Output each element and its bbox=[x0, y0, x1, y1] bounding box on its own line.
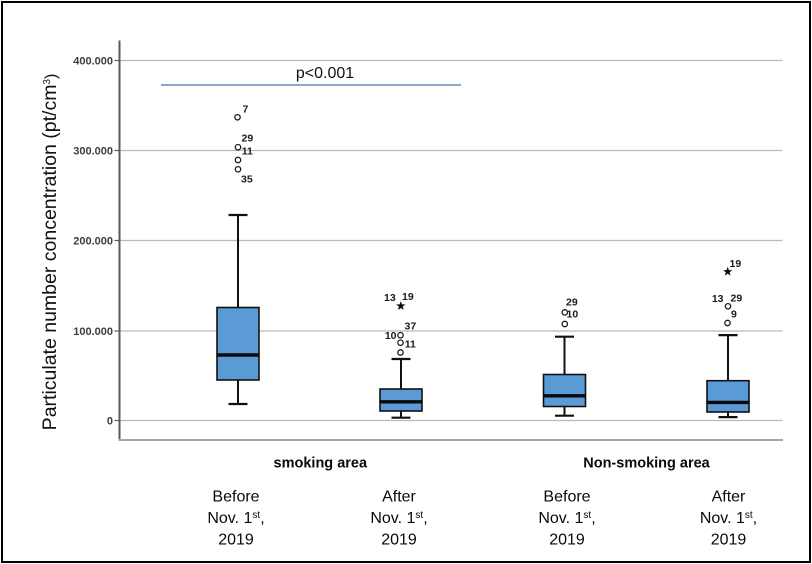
svg-text:Non-smoking area: Non-smoking area bbox=[583, 456, 710, 472]
svg-text:10: 10 bbox=[385, 330, 397, 342]
svg-text:Nov. 1st,: Nov. 1st, bbox=[700, 510, 757, 527]
svg-text:Before: Before bbox=[543, 489, 590, 506]
svg-text:2019: 2019 bbox=[549, 532, 585, 549]
svg-text:400.000: 400.000 bbox=[73, 56, 113, 68]
svg-text:100.000: 100.000 bbox=[73, 326, 113, 338]
svg-text:Particulate number concentrati: Particulate number concentration (pt/cm3… bbox=[39, 74, 61, 431]
svg-text:0: 0 bbox=[107, 416, 113, 428]
svg-text:29: 29 bbox=[566, 297, 578, 309]
svg-text:7: 7 bbox=[243, 104, 249, 116]
svg-text:19: 19 bbox=[402, 291, 414, 303]
svg-text:10: 10 bbox=[567, 309, 579, 321]
svg-text:29: 29 bbox=[242, 133, 254, 145]
svg-text:29: 29 bbox=[731, 293, 743, 305]
svg-text:2019: 2019 bbox=[218, 532, 254, 549]
svg-text:11: 11 bbox=[405, 338, 416, 350]
svg-text:35: 35 bbox=[241, 174, 253, 186]
svg-text:19: 19 bbox=[730, 258, 742, 270]
svg-text:2019: 2019 bbox=[381, 532, 417, 549]
svg-text:After: After bbox=[712, 489, 746, 506]
svg-text:Before: Before bbox=[212, 489, 259, 506]
svg-text:smoking area: smoking area bbox=[274, 456, 368, 472]
svg-text:9: 9 bbox=[731, 309, 737, 321]
svg-text:37: 37 bbox=[405, 321, 417, 333]
svg-text:Nov. 1st,: Nov. 1st, bbox=[207, 510, 264, 527]
svg-text:p<0.001: p<0.001 bbox=[296, 65, 354, 82]
svg-text:2019: 2019 bbox=[711, 532, 747, 549]
svg-text:After: After bbox=[382, 489, 416, 506]
svg-text:200.000: 200.000 bbox=[73, 236, 113, 248]
svg-text:11: 11 bbox=[242, 145, 253, 157]
svg-text:Nov. 1st,: Nov. 1st, bbox=[538, 510, 595, 527]
svg-text:13: 13 bbox=[384, 292, 396, 304]
svg-text:Nov. 1st,: Nov. 1st, bbox=[370, 510, 427, 527]
svg-text:300.000: 300.000 bbox=[73, 146, 113, 158]
svg-text:13: 13 bbox=[712, 293, 724, 305]
